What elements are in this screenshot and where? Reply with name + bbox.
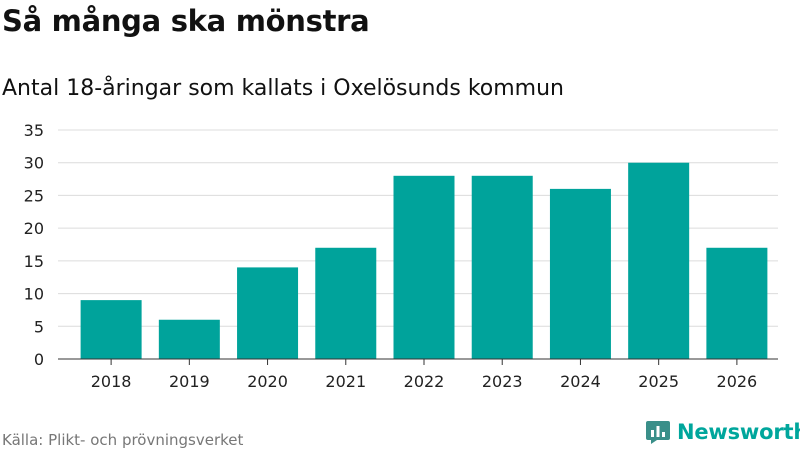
y-tick-label: 10: [24, 285, 44, 304]
bar-2020: [237, 267, 299, 359]
bar-2024: [549, 188, 611, 359]
y-axis-tick-labels: 0 5 10 15 20 25 30 35: [24, 121, 44, 369]
chart-subtitle: Antal 18-åringar som kallats i Oxelösund…: [2, 76, 564, 101]
y-tick-label: 5: [34, 317, 44, 336]
bars: [80, 162, 768, 359]
x-tick-label: 2018: [91, 372, 132, 391]
bar-2019: [158, 319, 220, 359]
y-tick-label: 0: [34, 350, 44, 369]
x-tick-label: 2026: [717, 372, 758, 391]
x-tick-label: 2022: [404, 372, 445, 391]
y-tick-label: 30: [24, 154, 44, 173]
bar-2023: [471, 175, 533, 359]
brand-name: Newsworthy: [677, 420, 800, 444]
x-tick-label: 2023: [482, 372, 523, 391]
y-tick-label: 25: [24, 186, 44, 205]
x-tick-label: 2025: [638, 372, 679, 391]
brand-logo: Newsworthy: [645, 419, 800, 445]
chart-title: Så många ska mönstra: [2, 4, 370, 38]
x-tick-label: 2020: [247, 372, 288, 391]
newsworthy-logo-icon: [646, 421, 670, 444]
x-tick-label: 2021: [325, 372, 366, 391]
bar-2018: [80, 300, 142, 359]
bar-2021: [315, 247, 377, 359]
x-axis-tick-labels: 2018 2019 2020 2021 2022 2023 2024 2025 2026: [91, 359, 757, 391]
bar-2025: [628, 162, 690, 359]
source-note: Källa: Plikt- och prövningsverket: [2, 431, 244, 449]
y-tick-label: 35: [24, 121, 44, 140]
y-tick-label: 20: [24, 219, 44, 238]
x-tick-label: 2019: [169, 372, 210, 391]
bar-2026: [706, 247, 768, 359]
bar-2022: [393, 175, 455, 359]
x-tick-label: 2024: [560, 372, 601, 391]
y-tick-label: 15: [24, 252, 44, 271]
